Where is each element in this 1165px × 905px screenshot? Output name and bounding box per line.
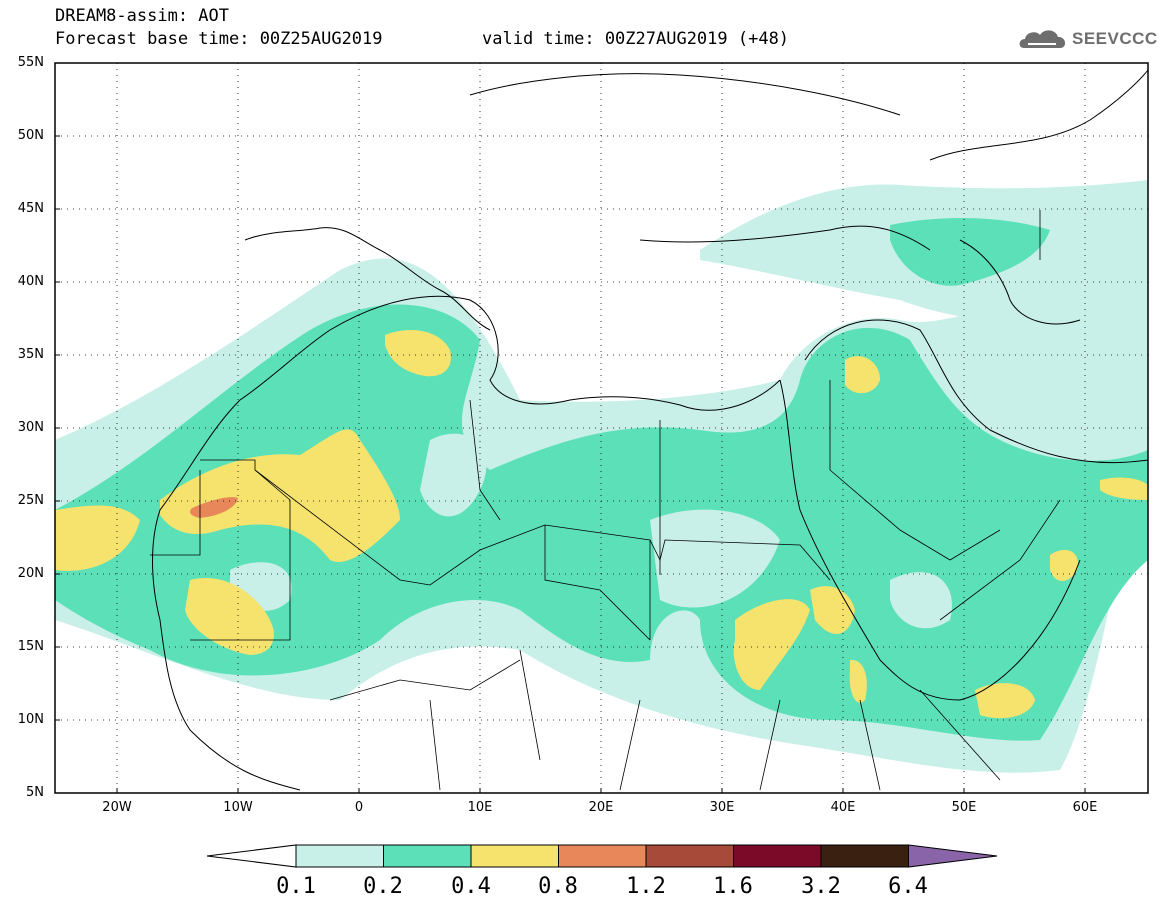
chart-title: DREAM8-assim: AOT <box>55 6 229 26</box>
lat-label: 5N <box>26 785 44 800</box>
colorbar-swatch <box>558 844 647 868</box>
lat-label: 50N <box>17 128 44 143</box>
colorbar-label: 6.4 <box>888 874 928 899</box>
forecast-base-time: Forecast base time: 00Z25AUG2019 <box>55 29 383 49</box>
aot-band-0.8 <box>190 497 238 518</box>
colorbar-label: 1.6 <box>713 874 753 899</box>
axis-ticks <box>55 135 1086 793</box>
colorbar-swatch <box>383 844 472 868</box>
lon-label: 20E <box>588 800 614 815</box>
colorbar-swatch <box>733 844 822 868</box>
lat-label: 30N <box>17 420 44 435</box>
colorbar-label: 0.4 <box>451 874 491 899</box>
colorbar-swatch <box>295 844 384 868</box>
lon-label: 60E <box>1072 800 1098 815</box>
lat-label: 25N <box>17 493 44 508</box>
cloud-icon <box>1019 30 1066 48</box>
lat-label: 10N <box>17 712 44 727</box>
colorbar-swatch <box>470 844 559 868</box>
seevccc-logo: SEEVCCC <box>1016 24 1158 54</box>
country-borders <box>150 210 1061 791</box>
aot-band-0.4 <box>55 330 1148 719</box>
colorbar-swatch <box>645 844 734 868</box>
lat-label: 40N <box>17 274 44 289</box>
lon-label: 10W <box>223 800 253 815</box>
colorbar <box>206 844 998 868</box>
lon-label: 50E <box>951 800 977 815</box>
aot-band-0.1-inner <box>230 433 952 629</box>
lon-label: 10E <box>467 800 493 815</box>
colorbar-label: 0.1 <box>276 874 316 899</box>
valid-time: valid time: 00Z27AUG2019 (+48) <box>482 29 790 49</box>
lat-label: 55N <box>17 55 44 70</box>
lon-label: 30E <box>709 800 735 815</box>
graticule <box>55 63 1148 793</box>
colorbar-max-arrow <box>908 844 998 868</box>
colorbar-label: 0.8 <box>538 874 578 899</box>
lat-label: 15N <box>17 639 44 654</box>
colorbar-min-arrow <box>206 844 297 868</box>
lat-label: 20N <box>17 566 44 581</box>
lon-label: 40E <box>830 800 856 815</box>
aot-band-0.2 <box>55 218 1148 741</box>
lat-label: 45N <box>17 201 44 216</box>
lon-label: 0 <box>354 800 364 815</box>
colorbar-label: 1.2 <box>626 874 666 899</box>
lat-label: 35N <box>17 347 44 362</box>
colorbar-swatch <box>820 844 909 868</box>
colorbar-label: 3.2 <box>801 874 841 899</box>
colorbar-label: 0.2 <box>363 874 403 899</box>
lon-label: 20W <box>102 800 132 815</box>
coastlines <box>152 69 1148 791</box>
logo-text: SEEVCCC <box>1072 29 1158 48</box>
